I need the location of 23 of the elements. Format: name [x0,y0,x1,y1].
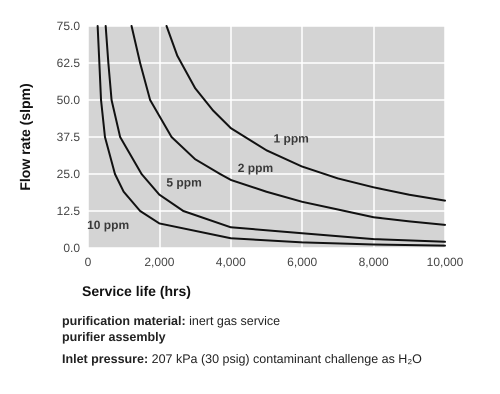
y-tick-label: 12.5 [56,204,80,218]
text: purifier assembly [62,329,167,345]
series-label: 5 ppm [166,176,202,190]
series-label: 1 ppm [274,131,309,146]
x-axis-title: Service life (hrs) [82,283,191,299]
x-tick-label: 4,000 [216,255,246,269]
series-label: 10 ppm [87,218,130,232]
y-axis-title: Flow rate (slpm) [17,83,33,191]
line-series [166,25,446,202]
x-tick-label: 0 [84,255,92,269]
y-tick-label: 37.5 [56,130,80,144]
y-tick-label: 25.0 [56,167,80,181]
text: purification material: inert gas service [62,314,280,328]
text: Inlet pressure: 207 kPa (30 psig) contaminant challenge as H₂O [62,352,422,366]
y-tick-label: 0.0 [63,241,80,255]
y-tick-label: 50.0 [56,93,80,107]
series-label: 2 ppm [238,160,274,175]
y-tick-label: 62.5 [56,56,80,70]
y-tick-label: 75.0 [56,19,80,33]
x-tick-label: 8,000 [358,255,389,269]
x-tick-label: 2,000 [144,255,175,269]
x-tick-label: 10,000 [426,255,464,269]
x-tick-label: 6,000 [287,255,318,269]
